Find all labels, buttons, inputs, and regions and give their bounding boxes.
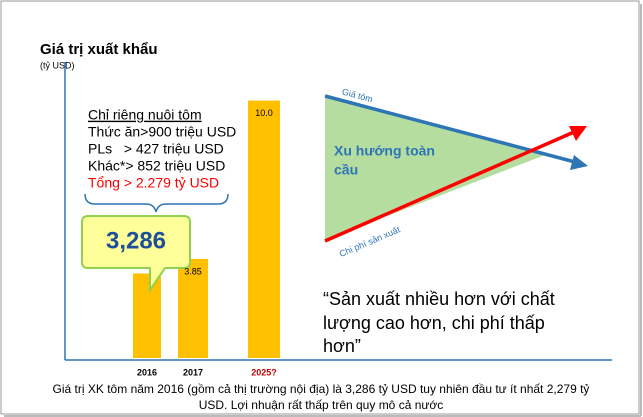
brace: [84, 193, 229, 213]
caption: USD. Lợi nhuận rất thấp trên quy mô cả n…: [199, 398, 444, 412]
arrow-head: [570, 155, 588, 170]
box-line: Khác*> 852 triệu USD: [88, 158, 225, 174]
value-label: 10.0: [255, 108, 273, 118]
chart-subtitle: (tỷ USD): [40, 60, 75, 70]
x-tick-label: 2016: [137, 367, 157, 377]
cost-line: [324, 130, 575, 243]
x-tick-label: 2025?: [251, 367, 277, 377]
trend-label: Xu hướng toàn: [334, 143, 435, 159]
chart-title: Giá trị xuất khẩu: [40, 41, 158, 58]
value-label: 3.85: [184, 266, 202, 276]
quote: hơn”: [323, 336, 361, 356]
bar: [178, 258, 208, 358]
arrow-head: [569, 126, 587, 141]
quote: “Sản xuất nhiều hơn với chất: [323, 289, 555, 309]
trend-area: [325, 97, 545, 240]
x-tick-label: 2017: [183, 367, 203, 377]
box-total: Tổng > 2.279 tỷ USD: [88, 175, 219, 191]
bar: [133, 273, 161, 358]
value-label: 3,286: [106, 227, 166, 254]
bar: [248, 100, 280, 358]
quote: lượng cao hơn, chi phí thấp: [323, 313, 545, 333]
callout: [81, 215, 191, 294]
box-heading: Chỉ riêng nuôi tôm: [88, 107, 202, 123]
trend-label: cầu: [334, 162, 358, 178]
box-line: Thức ăn>900 triệu USD: [88, 124, 236, 140]
caption: Giá trị XK tôm năm 2016 (gồm cả thị trườ…: [53, 382, 590, 396]
box-line: PLs > 427 triệu USD: [88, 141, 224, 157]
